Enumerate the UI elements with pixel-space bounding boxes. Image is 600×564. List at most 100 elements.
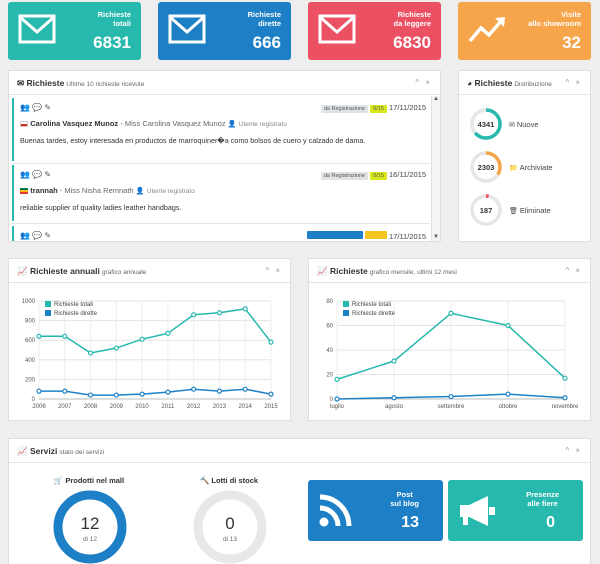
stat-richieste-dirette[interactable]: Richieste dirette 666 — [158, 2, 291, 60]
list-item[interactable]: 👥 💬 ✎ da Registrazione 6/15 17/11/2015 C… — [12, 98, 430, 161]
stat-visite-showroom[interactable]: Visite allo showroom 32 — [458, 2, 591, 60]
lotti-donut[interactable] — [190, 487, 270, 564]
row-action-icons[interactable]: 👥 💬 ✎ — [20, 170, 51, 179]
x-tick-label: novembre — [552, 404, 579, 410]
status-badge — [364, 231, 387, 239]
request-message: reliable supplier of quality ladies leat… — [20, 203, 182, 212]
rss-icon — [319, 494, 352, 527]
list-item[interactable]: 👥 💬 ✎ da Registrazione 6/15 16/11/2015 t… — [12, 165, 430, 221]
data-point — [334, 396, 340, 402]
distribution-label: ✉ Nuove — [509, 120, 539, 129]
stat-label: Richieste dirette — [247, 10, 281, 28]
scroll-down-arrow[interactable]: ▼ — [433, 234, 439, 240]
data-point — [562, 395, 568, 401]
user-type: Utente registrato — [238, 121, 287, 128]
users-icon[interactable]: 👥 — [20, 103, 30, 112]
envelope-icon: ✉ — [509, 122, 517, 129]
scrollbar[interactable] — [431, 96, 440, 241]
request-date: 16/11/2015 — [389, 170, 426, 179]
data-point — [216, 310, 223, 316]
panel-controls[interactable]: ^ × — [565, 446, 582, 455]
edit-icon[interactable]: ✎ — [44, 103, 52, 112]
pie-icon: ◕ — [467, 78, 473, 88]
user-icon: 👤 — [135, 188, 145, 195]
row-action-icons[interactable]: 👥 💬 ✎ — [20, 231, 51, 240]
legend-label: Richieste dirette — [352, 311, 396, 317]
x-tick-label: agosto — [385, 404, 404, 410]
status-badge: da Registrazione — [320, 105, 369, 113]
data-point — [391, 358, 397, 364]
distribution-label: 📁 Archiviate — [509, 163, 553, 172]
gavel-icon: 🔨 — [199, 476, 210, 485]
line-chart-icon: 📈 — [17, 446, 28, 456]
line-chart-icon: 📈 — [17, 266, 28, 276]
data-point — [268, 391, 274, 397]
data-point — [87, 350, 94, 356]
legend-swatch — [343, 301, 349, 307]
legend-swatch — [45, 301, 51, 307]
stat-richieste-da-leggere[interactable]: Richieste da leggere 6830 — [308, 2, 441, 60]
blog-label: Post sul blog — [390, 490, 419, 508]
fiere-tile[interactable]: Presenze alle fiere 0 — [448, 480, 583, 541]
monthly-chart-panel: 📈 Richieste grafico mensile, ultimi 12 me… — [308, 258, 591, 421]
distribution-donut: 4341 — [470, 108, 502, 140]
prodotti-donut[interactable] — [50, 487, 130, 564]
data-point — [62, 388, 68, 394]
distribution-value: 2303 — [478, 163, 495, 172]
panel-controls[interactable]: ^ × — [415, 78, 432, 87]
y-tick-label: 1000 — [22, 299, 36, 305]
data-point — [268, 339, 274, 345]
distribution-panel: ◕ Richieste Distribuzione ^ × 4341 ✉ Nuove… — [458, 70, 591, 242]
folder-icon: 📁 — [509, 165, 520, 172]
panel-title: ✉ Richieste Ultime 10 richieste ricevute — [17, 78, 145, 88]
requests-list[interactable]: 👥 💬 ✎ da Registrazione 6/15 17/11/2015 C… — [9, 96, 440, 241]
edit-icon[interactable]: ✎ — [44, 231, 52, 240]
stat-value: 666 — [252, 33, 281, 52]
list-item[interactable]: 👥 💬 ✎ 17/11/2015 — [12, 226, 430, 241]
status-badge: 6/15 — [370, 105, 387, 113]
prodotti-label: 🛒 Prodotti nel mall — [53, 476, 125, 485]
blog-tile[interactable]: Post sul blog 13 — [308, 480, 443, 541]
data-point — [113, 345, 119, 351]
sender-name[interactable]: Carolina Vasquez Munoz — [30, 119, 119, 128]
x-tick-label: 2013 — [213, 404, 227, 410]
lotti-value: 0 — [225, 514, 235, 533]
stat-value: 32 — [562, 33, 581, 52]
status-badge: da Registrazione — [320, 172, 369, 180]
y-tick-label: 60 — [326, 324, 333, 330]
panel-controls[interactable]: ^ × — [565, 78, 582, 87]
annual-line-chart: 0 200 400 600 800 1000 2006 2007 2008 2009 2010 201… — [22, 299, 279, 410]
stat-value: 6830 — [393, 33, 431, 52]
data-point — [87, 392, 94, 398]
users-icon[interactable]: 👥 — [20, 231, 30, 240]
line-chart-icon: 📈 — [317, 266, 328, 276]
x-tick-label: ottobre — [499, 404, 518, 410]
panel-header: 📈 Servizi stato dei servizi ^ × — [9, 439, 590, 463]
x-tick-label: 2006 — [32, 404, 46, 410]
flag-icon — [20, 187, 28, 194]
data-point — [334, 376, 340, 383]
row-action-icons[interactable]: 👥 💬 ✎ — [20, 103, 51, 112]
chat-icon[interactable]: 💬 — [32, 170, 43, 179]
scroll-up-arrow[interactable]: ▲ — [433, 96, 439, 102]
series-line — [39, 308, 272, 354]
edit-icon[interactable]: ✎ — [44, 170, 52, 179]
panel-header: 📈 Richieste annuali grafico annuale ^ × — [9, 259, 290, 283]
fiere-value: 0 — [546, 514, 555, 531]
data-point — [505, 391, 511, 397]
sender-name[interactable]: trannah — [30, 186, 58, 195]
trend-icon — [468, 17, 505, 43]
users-icon[interactable]: 👥 — [20, 170, 30, 179]
data-point — [139, 336, 145, 342]
stat-label: Visite allo showroom — [528, 10, 581, 28]
chat-icon[interactable]: 💬 — [32, 231, 43, 240]
divider — [12, 163, 430, 164]
data-point — [165, 389, 171, 395]
panel-controls[interactable]: ^ × — [565, 266, 582, 275]
panel-controls[interactable]: ^ × — [265, 266, 282, 275]
chat-icon[interactable]: 💬 — [32, 103, 43, 112]
status-badge — [306, 231, 363, 239]
data-point — [191, 312, 197, 318]
cart-icon: 🛒 — [53, 476, 64, 485]
stat-richieste-totali[interactable]: Richieste totali 6831 — [8, 2, 141, 60]
